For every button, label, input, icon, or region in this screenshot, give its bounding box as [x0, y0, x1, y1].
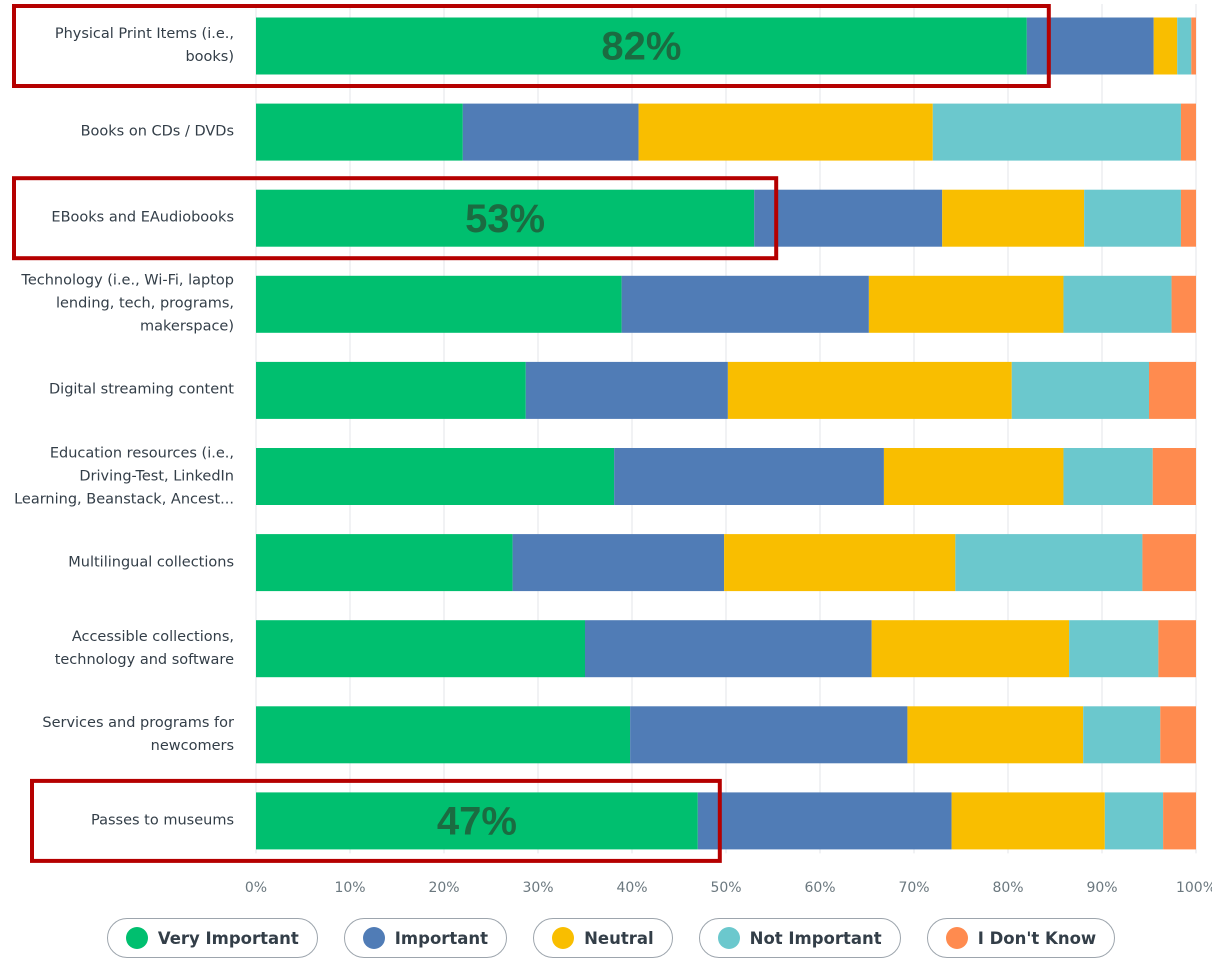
bar-segment	[1163, 792, 1196, 850]
bar-segment	[256, 792, 698, 850]
x-tick-label: 0%	[245, 880, 267, 896]
legend-label: Not Important	[749, 928, 882, 948]
bar-segment	[462, 103, 639, 161]
legend-swatch	[717, 927, 740, 949]
bar-segment	[871, 620, 1070, 678]
legend-item: Important	[343, 918, 508, 958]
bar-segment	[1142, 534, 1196, 592]
bar-segment	[525, 361, 728, 419]
bar-segment	[724, 534, 956, 592]
legend-swatch	[552, 927, 575, 949]
bar-segment	[907, 706, 1084, 764]
bar-segment	[1083, 706, 1161, 764]
legend-item: Neutral	[533, 918, 673, 958]
legend-swatch	[362, 927, 385, 949]
category-label: Books on CDs / DVDs	[80, 123, 234, 140]
legend-item: Very Important	[106, 918, 318, 958]
bar-segment	[1152, 448, 1196, 505]
bar-segment	[256, 706, 631, 764]
bar-segment	[1063, 448, 1153, 505]
x-tick-label: 100%	[1176, 880, 1212, 896]
bar-segment	[942, 189, 1085, 247]
legend: Very Important Important Neutral Not Import…	[0, 918, 1212, 958]
highlight-box	[30, 778, 722, 863]
bar-segment	[256, 189, 755, 247]
highlight-box	[12, 4, 1051, 88]
bar-segment	[630, 706, 908, 764]
bar-segment	[1177, 17, 1192, 75]
bar-segment	[951, 792, 1105, 850]
x-tick-label: 60%	[804, 880, 835, 896]
x-tick-label: 90%	[1086, 880, 1117, 896]
category-label: Physical Print Items (i.e., books)	[54, 26, 234, 65]
bar-segment	[256, 534, 513, 592]
category-label: Multilingual collections	[68, 554, 234, 571]
category-label: EBooks and EAudiobooks	[51, 209, 234, 226]
x-tick-label: 40%	[616, 880, 647, 896]
bar-segment	[1180, 103, 1196, 161]
bar-segment	[1104, 792, 1164, 850]
category-label: Passes to museums	[91, 812, 234, 829]
legend-label: Important	[394, 928, 489, 948]
category-label: Technology (i.e., Wi-Fi, laptop lending,…	[21, 272, 234, 335]
bar-segment	[754, 189, 943, 247]
bar-segment	[1160, 706, 1196, 764]
value-label: 47%	[437, 799, 517, 843]
legend-swatch	[125, 927, 148, 949]
bar-segment	[697, 792, 952, 850]
bar-segment	[256, 361, 526, 419]
bar-segment	[621, 275, 869, 333]
bar-segment	[1063, 275, 1172, 333]
bar-segment	[1158, 620, 1196, 678]
x-tick-label: 20%	[428, 880, 459, 896]
legend-label: Very Important	[157, 928, 299, 948]
category-label: Accessible collections, technology and s…	[54, 628, 234, 668]
value-label: 53%	[465, 197, 545, 241]
bar-segment	[727, 361, 1012, 419]
bar-segment	[1153, 17, 1178, 75]
category-label: Services and programs for newcomers	[42, 714, 234, 754]
bar-segment	[614, 448, 884, 505]
bar-segment	[932, 103, 1181, 161]
bar-segment	[585, 620, 872, 678]
bar-segment	[1026, 17, 1154, 75]
bar-segment	[955, 534, 1143, 592]
x-tick-label: 30%	[522, 880, 553, 896]
bar-segment	[256, 448, 615, 505]
x-tick-label: 10%	[334, 880, 365, 896]
x-tick-label: 70%	[898, 880, 929, 896]
bar-segment	[1180, 189, 1196, 247]
category-label: Digital streaming content	[49, 381, 234, 398]
bar-segment	[256, 275, 622, 333]
bar-segment	[256, 103, 463, 161]
x-tick-label: 80%	[992, 880, 1023, 896]
value-label: 82%	[601, 25, 681, 69]
x-tick-label: 50%	[710, 880, 741, 896]
bar-segment	[1011, 361, 1149, 419]
bar-segment	[1069, 620, 1159, 678]
bar-segment	[256, 620, 585, 678]
bar-segment	[883, 448, 1064, 505]
legend-swatch	[945, 927, 968, 949]
legend-label: Neutral	[584, 928, 654, 948]
bar-segment	[638, 103, 933, 161]
bar-segment	[868, 275, 1064, 333]
bar-segment	[1191, 17, 1196, 75]
bar-segment	[1084, 189, 1181, 247]
legend-item: I Don't Know	[926, 918, 1116, 958]
legend-item: Not Important	[698, 918, 901, 958]
bar-segment	[1149, 361, 1196, 419]
bar-segment	[512, 534, 725, 592]
bar-segment	[1171, 275, 1196, 333]
category-label: Education resources (i.e., Driving-Test,…	[14, 445, 234, 507]
legend-label: I Don't Know	[977, 928, 1097, 948]
highlight-box	[12, 176, 779, 261]
bar-segment	[256, 17, 1027, 75]
